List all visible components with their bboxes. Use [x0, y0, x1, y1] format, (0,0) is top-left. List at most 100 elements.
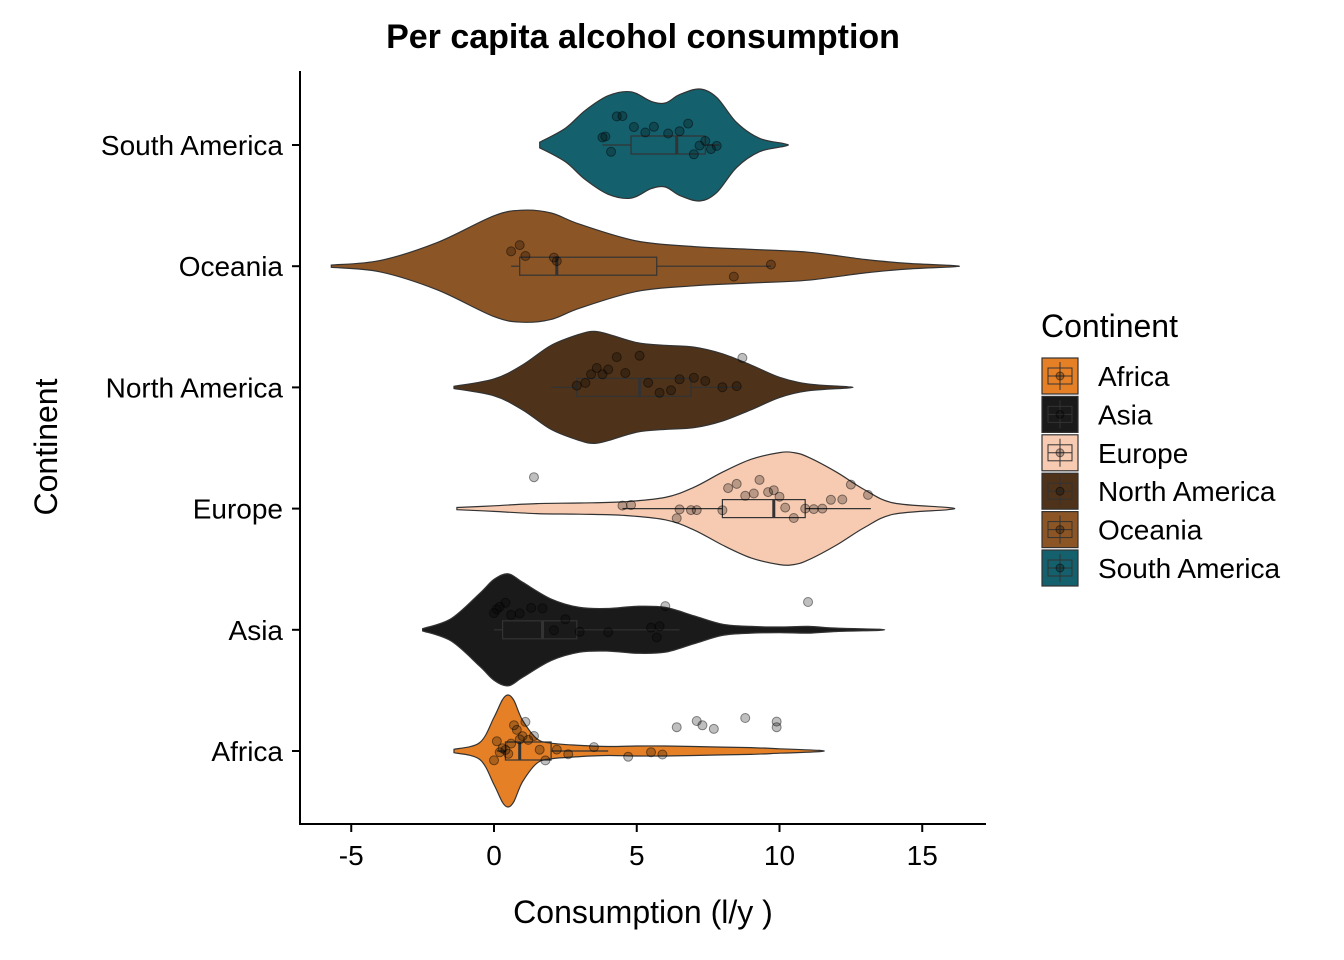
data-point-africa [771, 722, 782, 733]
data-point-asia [489, 608, 499, 619]
box-north-america [576, 377, 692, 397]
data-point-europe [763, 487, 774, 498]
legend-key-africa [1041, 357, 1079, 395]
data-point-europe [837, 494, 848, 505]
data-point-south-america [694, 140, 705, 151]
data-point-europe [788, 513, 799, 523]
data-point-africa [500, 745, 511, 755]
violin-africa [453, 694, 826, 808]
data-point-europe [685, 505, 696, 516]
data-point-north-america [674, 374, 685, 385]
data-point-europe [723, 483, 734, 494]
legend-label-north-america: North America [1098, 476, 1276, 507]
data-point-europe [617, 500, 628, 511]
data-point-asia [500, 597, 511, 608]
y-tick-label-europe: Europe [193, 494, 283, 525]
data-point-north-america [586, 369, 597, 380]
data-point-europe [671, 513, 682, 524]
data-point-africa [511, 724, 522, 735]
data-point-north-america [603, 364, 614, 375]
data-point-europe [800, 503, 811, 514]
data-point-north-america [580, 377, 591, 388]
legend-label-africa: Africa [1098, 361, 1170, 392]
y-axis-ticks: Africa Asia Europe North America Oceania Sout… [101, 130, 300, 767]
data-point-south-america [683, 118, 694, 129]
data-point-north-america [688, 372, 699, 383]
data-point-asia [603, 627, 614, 638]
data-point-asia [646, 622, 657, 633]
data-point-africa [771, 716, 782, 727]
violin-north-america [453, 330, 854, 445]
x-axis-title: Consumption (l/y ) [513, 894, 773, 930]
data-point-oceania [551, 256, 562, 267]
violin-group-north-america [453, 330, 854, 445]
data-point-africa [534, 744, 545, 755]
data-point-south-america [600, 131, 611, 142]
data-point-africa [740, 713, 751, 723]
data-point-europe [780, 502, 791, 513]
violin-group-africa [453, 694, 826, 808]
data-point-south-america [674, 126, 685, 137]
data-point-north-america [620, 368, 631, 378]
data-point-africa [497, 743, 508, 754]
x-axis-ticks: -5 0 5 10 15 [339, 824, 938, 871]
legend-label-asia: Asia [1098, 399, 1153, 430]
data-point-africa [506, 738, 517, 749]
data-point-africa [489, 755, 499, 766]
data-point-asia [574, 626, 585, 637]
data-point-south-america [617, 111, 628, 122]
data-point-asia [651, 632, 662, 643]
data-point-south-america [688, 149, 699, 160]
violin-south-america [539, 88, 790, 202]
data-point-south-america [606, 146, 617, 157]
data-point-asia [660, 601, 671, 612]
legend-label-oceania: Oceania [1098, 515, 1203, 546]
y-tick-label-africa: Africa [211, 736, 283, 767]
data-point-africa [514, 734, 525, 745]
data-point-africa [671, 722, 682, 733]
legend-key-north-america [1041, 472, 1079, 510]
box-asia [501, 620, 578, 640]
data-point-north-america [717, 382, 728, 393]
data-point-north-america [666, 385, 677, 396]
y-tick-label-asia: Asia [229, 615, 284, 646]
legend: Africa Asia Europe North America Oceania Sout… [1041, 357, 1281, 587]
box-south-america [630, 135, 706, 155]
box-africa [504, 741, 552, 761]
data-point-oceania [728, 271, 739, 282]
data-point-asia [560, 614, 571, 625]
data-point-europe [740, 490, 751, 501]
data-point-south-america [628, 122, 639, 132]
violin-group-europe [456, 451, 956, 566]
y-tick-label-north-america: North America [106, 372, 284, 403]
legend-key-south-america [1041, 549, 1079, 587]
data-point-north-america [731, 381, 742, 392]
data-point-north-america [643, 377, 654, 388]
data-point-north-america [571, 380, 582, 391]
y-tick-label-south-america: South America [101, 130, 284, 161]
violin-group-south-america [539, 88, 790, 202]
y-axis-title: Continent [28, 378, 64, 515]
data-point-europe [845, 479, 856, 490]
violin-group-oceania [330, 209, 960, 323]
data-point-asia [654, 621, 665, 632]
data-point-oceania [520, 251, 531, 261]
data-point-south-america [597, 132, 608, 143]
data-point-africa [491, 736, 502, 747]
data-point-north-america [654, 387, 665, 398]
chart-title: Per capita alcohol consumption [386, 18, 900, 56]
data-point-africa [657, 749, 668, 760]
x-tick-label: 15 [907, 840, 938, 871]
data-point-africa [623, 751, 634, 762]
legend-label-europe: Europe [1098, 438, 1188, 469]
data-point-north-america [634, 350, 645, 361]
data-point-asia [803, 597, 814, 607]
y-tick-label-oceania: Oceania [179, 251, 284, 282]
data-point-asia [506, 609, 517, 620]
data-point-europe [774, 491, 785, 502]
data-point-africa [520, 716, 531, 727]
data-point-europe [768, 485, 779, 496]
data-point-europe [674, 504, 685, 515]
violin-group-asia [422, 573, 886, 687]
